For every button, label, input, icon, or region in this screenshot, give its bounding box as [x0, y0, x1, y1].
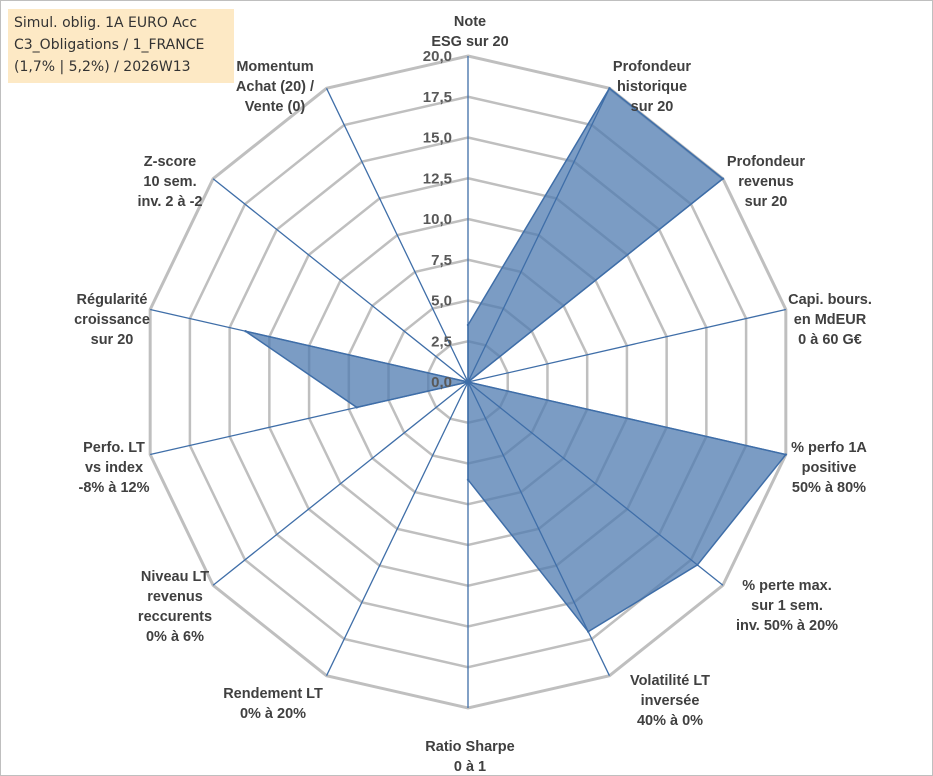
axis-label-3-line-0: Capi. bours.	[788, 292, 872, 308]
axis-label-1-line-2: sur 20	[631, 99, 674, 115]
tick-label-5: 12,5	[423, 170, 452, 187]
tick-label-4: 10,0	[423, 211, 452, 228]
axis-label-7: Ratio Sharpe 0 à 1	[425, 739, 514, 775]
tick-label-0: 0,0	[431, 374, 452, 391]
series-polygon-0	[245, 87, 788, 633]
tick-label-8: 20,0	[423, 48, 452, 65]
axis-label-2-line-2: sur 20	[745, 194, 788, 210]
tick-labels: 0,0 2,5 5,0 7,5 10,0 12,5 15,0 17,5 20,0	[423, 48, 452, 391]
axis-label-13: Momentum Achat (20) / Vente (0)	[236, 59, 314, 115]
axis-labels: Note ESG sur 20 Profondeur historique sur 20…	[74, 14, 872, 775]
tick-label-3: 7,5	[431, 252, 452, 269]
axis-label-6: Volatilité LT inversée 40% à 0%	[630, 673, 710, 729]
axis-spoke-3	[467, 308, 786, 383]
axis-label-1-line-0: Profondeur	[613, 59, 691, 75]
axis-spoke-12	[212, 178, 469, 383]
axis-label-0-line-0: Note	[454, 14, 486, 30]
axis-label-3-line-2: 0 à 60 G€	[798, 332, 862, 348]
axis-label-12-line-1: 10 sem.	[143, 174, 196, 190]
axis-label-5-line-1: sur 1 sem.	[751, 598, 823, 614]
axis-label-8: Rendement LT 0% à 20%	[223, 686, 323, 722]
tick-label-1: 2,5	[431, 333, 452, 350]
axis-label-1: Profondeur historique sur 20	[613, 59, 691, 115]
axis-label-0: Note ESG sur 20	[431, 14, 508, 50]
axis-label-10: Perfo. LT vs index -8% à 12%	[79, 440, 150, 496]
axis-spoke-9	[212, 381, 469, 586]
tick-label-2: 5,0	[431, 293, 452, 310]
axis-label-12-line-0: Z-score	[144, 154, 196, 170]
axis-label-4: % perfo 1A positive 50% à 80%	[791, 440, 867, 496]
axis-label-3: Capi. bours. en MdEUR 0 à 60 G€	[788, 292, 872, 348]
axis-spoke-1	[467, 88, 611, 383]
axis-spoke-8	[325, 381, 469, 676]
axis-label-6-line-1: inversée	[641, 693, 700, 709]
axis-spoke-11	[150, 308, 469, 383]
axis-label-11-line-1: croissance	[74, 312, 150, 328]
chart-title-line-1: Simul. oblig. 1A EURO Acc	[14, 15, 198, 31]
axis-label-11-line-2: sur 20	[91, 332, 134, 348]
axis-label-12: Z-score 10 sem. inv. 2 à -2	[137, 154, 202, 210]
axis-label-10-line-1: vs index	[85, 460, 143, 476]
axis-label-5-line-2: inv. 50% à 20%	[736, 618, 838, 634]
axis-label-3-line-1: en MdEUR	[794, 312, 867, 328]
axis-label-11: Régularité croissance sur 20	[74, 292, 150, 348]
axis-label-11-line-0: Régularité	[77, 292, 148, 308]
axis-spoke-4	[467, 381, 786, 456]
axis-label-10-line-0: Perfo. LT	[83, 440, 145, 456]
axis-label-6-line-0: Volatilité LT	[630, 673, 710, 689]
axis-label-9-line-3: 0% à 6%	[146, 629, 204, 645]
axis-spoke-2	[467, 178, 724, 383]
axis-label-6-line-2: 40% à 0%	[637, 713, 703, 729]
axis-label-0-line-1: ESG sur 20	[431, 34, 508, 50]
tick-label-7: 17,5	[423, 89, 452, 106]
axis-label-9-line-1: revenus	[147, 589, 203, 605]
axis-label-1-line-1: historique	[617, 79, 687, 95]
chart-title-line-2: C3_Obligations / 1_FRANCE	[14, 37, 205, 53]
tick-label-6: 15,0	[423, 130, 452, 147]
axis-label-9: Niveau LT revenus reccurents 0% à 6%	[138, 569, 212, 645]
axis-label-13-line-0: Momentum	[236, 59, 313, 75]
axis-label-7-line-1: 0 à 1	[454, 759, 486, 775]
axis-label-9-line-0: Niveau LT	[141, 569, 209, 585]
axis-label-5: % perte max. sur 1 sem. inv. 50% à 20%	[736, 578, 838, 634]
axis-label-2-line-0: Profondeur	[727, 154, 805, 170]
axis-spokes	[150, 56, 786, 708]
axis-label-9-line-2: reccurents	[138, 609, 212, 625]
axis-label-13-line-2: Vente (0)	[245, 99, 306, 115]
axis-label-8-line-1: 0% à 20%	[240, 706, 306, 722]
axis-label-7-line-0: Ratio Sharpe	[425, 739, 514, 755]
chart-title-box: Simul. oblig. 1A EURO Acc C3_Obligations…	[8, 9, 234, 83]
axis-label-4-line-0: % perfo 1A	[791, 440, 867, 456]
axis-label-8-line-0: Rendement LT	[223, 686, 323, 702]
axis-label-12-line-2: inv. 2 à -2	[137, 194, 202, 210]
axis-spoke-5	[467, 381, 724, 586]
chart-title-line-3: (1,7% | 5,2%) / 2026W13	[14, 59, 191, 75]
axis-label-13-line-1: Achat (20) /	[236, 79, 314, 95]
axis-label-5-line-0: % perte max.	[742, 578, 831, 594]
axis-spoke-10	[150, 381, 469, 456]
axis-label-4-line-2: 50% à 80%	[792, 480, 866, 496]
axis-label-2: Profondeur revenus sur 20	[727, 154, 805, 210]
axis-spoke-6	[467, 381, 611, 676]
axis-label-4-line-1: positive	[802, 460, 857, 476]
axis-label-2-line-1: revenus	[738, 174, 794, 190]
axis-spoke-13	[325, 88, 469, 383]
axis-label-10-line-2: -8% à 12%	[79, 480, 150, 496]
